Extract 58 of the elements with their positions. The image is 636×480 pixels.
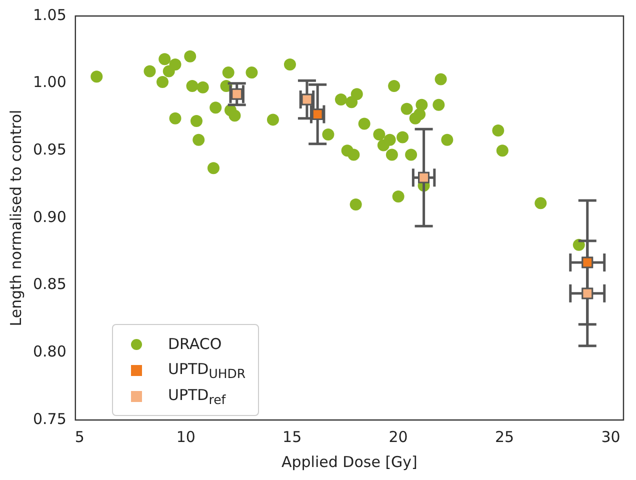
point — [434, 73, 447, 86]
point — [156, 76, 168, 88]
point — [534, 197, 547, 210]
point — [222, 66, 234, 79]
y-tick-label: 1.00 — [32, 73, 66, 92]
y-tick-label: 0.85 — [32, 275, 66, 294]
y-axis-title: Length normalised to control — [6, 110, 25, 326]
point — [266, 114, 279, 126]
point — [414, 108, 426, 120]
point — [350, 88, 363, 100]
point — [492, 124, 504, 136]
point — [388, 80, 400, 92]
point — [432, 98, 445, 111]
point — [228, 110, 241, 122]
x-tick-label: 15 — [282, 428, 302, 446]
point — [158, 53, 171, 66]
point — [386, 148, 398, 161]
x-tick-label: 25 — [494, 428, 514, 446]
x-axis-title: Applied Dose [Gy] — [281, 452, 418, 471]
x-tick-label: 30 — [601, 428, 620, 446]
y-tick-label: 0.80 — [32, 342, 66, 361]
point — [392, 190, 404, 202]
point — [90, 70, 103, 83]
point — [207, 162, 220, 174]
point — [246, 66, 258, 79]
x-tick-label: 20 — [388, 428, 408, 446]
point — [373, 128, 386, 141]
point — [196, 81, 209, 94]
x-tick-label: 10 — [176, 428, 196, 446]
point — [192, 134, 205, 146]
y-tick-label: 0.90 — [32, 208, 66, 226]
point — [400, 102, 413, 115]
legend-label: UPTD$_{ref}$ — [168, 386, 226, 406]
point — [186, 80, 198, 92]
point — [396, 131, 409, 144]
point — [284, 58, 296, 70]
y-tick-label: 1.05 — [32, 6, 66, 24]
point — [441, 134, 454, 146]
y-tick-label: 0.75 — [32, 410, 66, 428]
point — [210, 102, 222, 114]
point — [384, 134, 396, 146]
point — [405, 148, 418, 161]
point — [496, 144, 508, 157]
legend-label: UPTD$_{UHDR}$ — [168, 360, 246, 380]
point — [350, 198, 362, 211]
point — [322, 128, 334, 141]
point — [190, 115, 202, 128]
point — [348, 148, 360, 161]
point — [184, 50, 196, 62]
point — [358, 118, 370, 130]
legend-label: DRACO — [168, 335, 222, 353]
point — [169, 58, 182, 70]
point — [334, 93, 347, 106]
point — [144, 65, 156, 78]
point — [416, 98, 428, 111]
point — [169, 112, 182, 124]
y-tick-label: 0.95 — [32, 140, 66, 159]
x-tick-label: 5 — [74, 428, 84, 446]
